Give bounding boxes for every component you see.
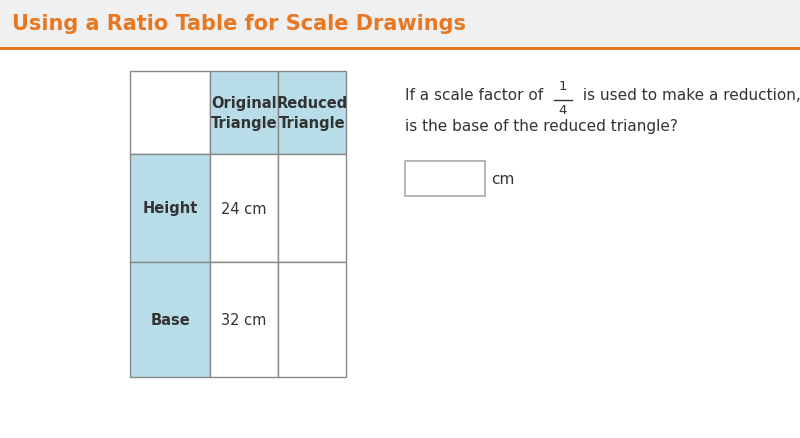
- Bar: [210, 155, 278, 262]
- Text: If a scale factor of: If a scale factor of: [405, 88, 548, 103]
- Text: 32 cm: 32 cm: [222, 312, 266, 327]
- Bar: [210, 262, 278, 377]
- Text: 1: 1: [558, 80, 567, 93]
- Text: is used to make a reduction, what: is used to make a reduction, what: [578, 88, 800, 103]
- Text: Base: Base: [150, 312, 190, 327]
- Bar: [130, 72, 210, 155]
- Bar: [0, 0, 800, 48]
- Bar: [278, 72, 346, 155]
- Text: Reduced
Triangle: Reduced Triangle: [276, 96, 348, 131]
- Bar: [210, 72, 278, 155]
- Bar: [278, 155, 346, 262]
- Text: Height: Height: [142, 201, 198, 216]
- Text: Using a Ratio Table for Scale Drawings: Using a Ratio Table for Scale Drawings: [12, 14, 466, 34]
- Bar: [0, 48, 800, 51]
- Text: 24 cm: 24 cm: [222, 201, 266, 216]
- Text: Original
Triangle: Original Triangle: [210, 96, 278, 131]
- Bar: [130, 155, 210, 262]
- Bar: [278, 262, 346, 377]
- Text: 4: 4: [559, 104, 567, 117]
- Bar: [130, 262, 210, 377]
- Text: is the base of the reduced triangle?: is the base of the reduced triangle?: [405, 119, 678, 134]
- Bar: [405, 162, 485, 197]
- Text: cm: cm: [491, 172, 514, 187]
